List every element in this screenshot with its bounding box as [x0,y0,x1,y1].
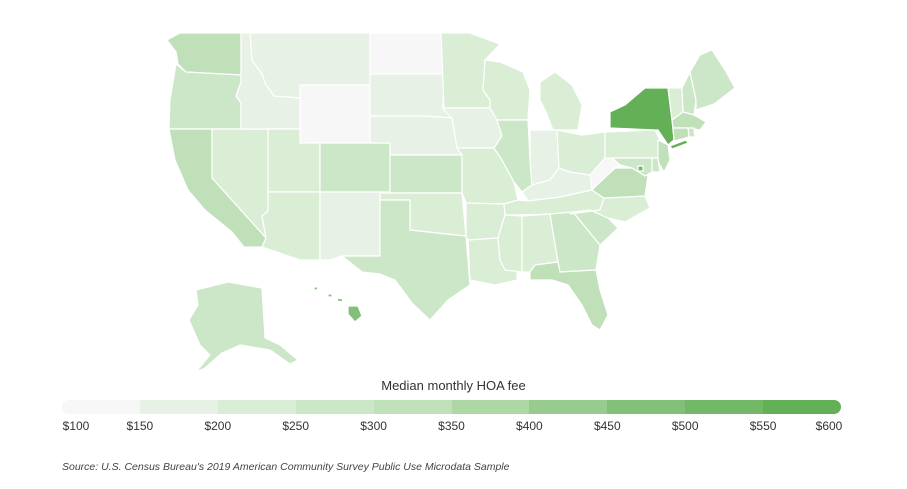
us-choropleth-map [166,32,736,373]
state-nd [369,32,445,75]
state-mi [539,71,583,131]
legend-tick-label: $400 [516,419,543,433]
legend-swatch-8 [685,400,764,414]
state-ak [188,281,299,373]
legend-swatch-1 [139,400,218,414]
state-de [651,157,661,173]
state-il [493,119,533,193]
legend-tick-labels: $100 $150 $200 $250 $300 $350 $400 $450 $500 $550… [0,419,907,435]
legend-tick-label: $450 [593,419,621,433]
state-wy [299,84,371,144]
legend-color-bar [62,400,841,414]
legend-swatch-7 [607,400,686,414]
legend-tick-label: $100 [62,419,90,433]
legend-tick-label: $200 [204,419,232,433]
legend-tick-label: $600 [815,419,843,433]
legend-swatch-9 [763,400,841,414]
legend-swatch-2 [217,400,296,414]
legend-title: Median monthly HOA fee [381,378,526,393]
legend-tick-label: $150 [126,419,154,433]
state-nc [569,195,651,223]
state-dc [637,165,644,172]
legend-tick-label: $350 [438,419,465,433]
state-ct [672,127,690,142]
legend-swatch-3 [295,400,374,414]
legend-swatch-6 [529,400,608,414]
legend-swatch-0 [62,400,140,414]
states-layer [166,32,736,373]
state-sd [369,73,453,119]
source-note: Source: U.S. Census Bureau's 2019 Americ… [62,461,510,473]
state-co [319,142,391,193]
legend-tick-label: $300 [360,419,387,433]
legend-tick-label: $550 [749,419,777,433]
state-tx [341,199,471,321]
state-me [689,49,736,111]
state-nm [319,191,381,261]
state-fl [529,261,609,331]
map-canvas [166,32,736,373]
state-pa [604,129,661,159]
state-az [261,191,321,261]
state-ny-island [669,139,689,150]
state-hi [313,286,363,323]
legend-tick-label: $500 [671,419,699,433]
legend-swatch-5 [451,400,530,414]
state-nh [681,71,697,116]
legend-tick-label: $250 [282,419,310,433]
legend-swatch-4 [373,400,452,414]
state-ks [389,154,463,194]
